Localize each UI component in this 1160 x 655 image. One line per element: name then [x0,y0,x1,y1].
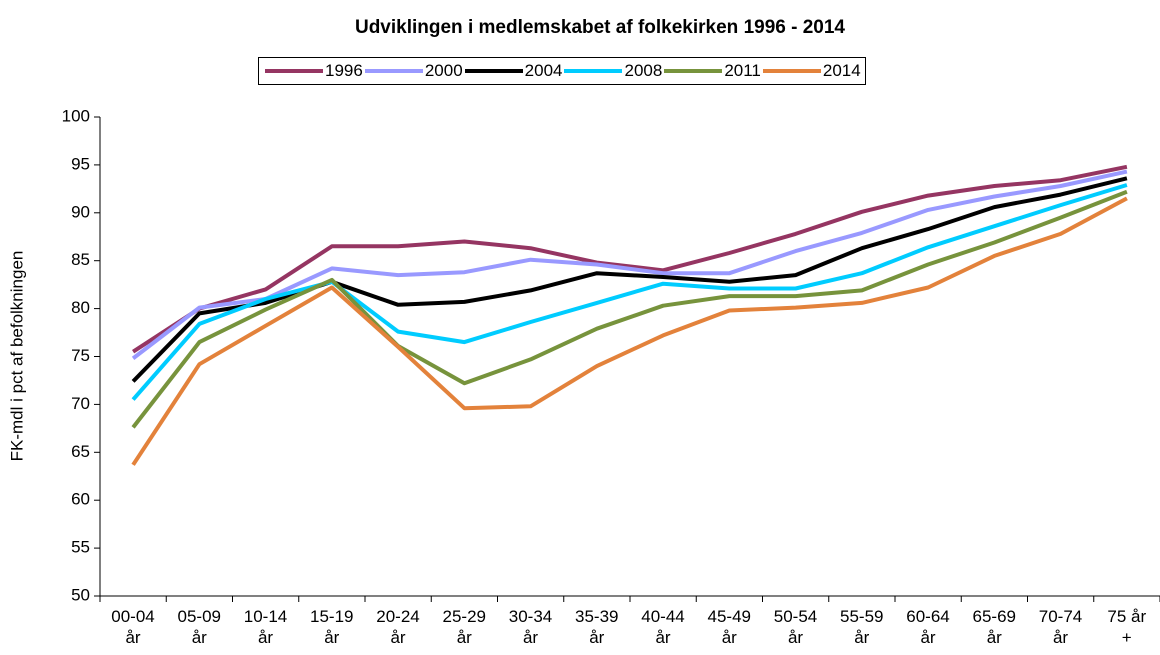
x-tick-label: 10-14 år [243,607,288,647]
legend-item: 2000 [363,61,463,81]
x-tick-label: 00-04 år [111,607,155,647]
legend: 1996 2000 2004 2008 2011 2014 [258,57,866,85]
x-tick-label: 15-19 år [310,607,354,647]
legend-swatch [564,69,623,73]
y-tick-label: 50 [71,585,90,604]
series-line [131,189,1128,429]
legend-item: 2011 [662,61,761,81]
y-tick-label: 100 [62,106,90,125]
x-tick-label: 45-49 år [707,607,751,647]
y-tick-label: 60 [71,490,90,509]
y-tick-label: 80 [71,298,90,317]
y-tick-label: 90 [71,202,90,221]
legend-label: 2011 [724,61,761,80]
x-tick-label: 50-54 år [773,607,818,647]
x-tick-label: 55-59 år [840,607,884,647]
y-axis-label: FK-mdl i pct af befolkningen [7,251,26,462]
legend-item: 2014 [761,61,861,81]
y-tick-label: 65 [71,442,90,461]
legend-label: 2000 [424,61,463,80]
x-tick-label: 60-64 år [906,607,950,647]
legend-item: 2008 [562,61,662,81]
y-tick-label: 75 [71,346,90,365]
series-line [131,169,1128,360]
y-tick-label: 95 [71,154,90,173]
legend-swatch [265,69,323,73]
legend-swatch [664,69,723,73]
legend-item: 2004 [463,61,563,81]
x-tick-label: 20-24 år [376,607,420,647]
chart-title: Udviklingen i medlemskabet af folkekirke… [355,17,845,38]
x-tick-label: 70-74 år [1038,607,1083,647]
x-tick-label: 25-29 år [442,607,486,647]
legend-label: 2004 [524,61,563,80]
legend-label: 2014 [822,61,861,80]
legend-swatch [364,69,423,73]
series-line [131,183,1128,401]
legend-swatch [464,69,523,73]
legend-item: 1996 [263,61,363,81]
x-tick-label: 75 år + [1107,607,1147,647]
legend-label: 2008 [624,61,663,80]
x-tick-label: 05-09 år [177,607,221,647]
legend-swatch [762,69,821,73]
x-tick-label: 30-34 år [508,607,553,647]
x-tick-label: 40-44 år [641,607,685,647]
y-tick-label: 85 [71,250,90,269]
y-tick-label: 70 [71,394,90,413]
legend-label: 1996 [325,61,363,80]
x-tick-label: 65-69 år [972,607,1016,647]
y-tick-label: 55 [71,538,90,557]
x-tick-label: 35-39 år [575,607,619,647]
series-line [132,164,1128,354]
series-line [131,196,1128,466]
